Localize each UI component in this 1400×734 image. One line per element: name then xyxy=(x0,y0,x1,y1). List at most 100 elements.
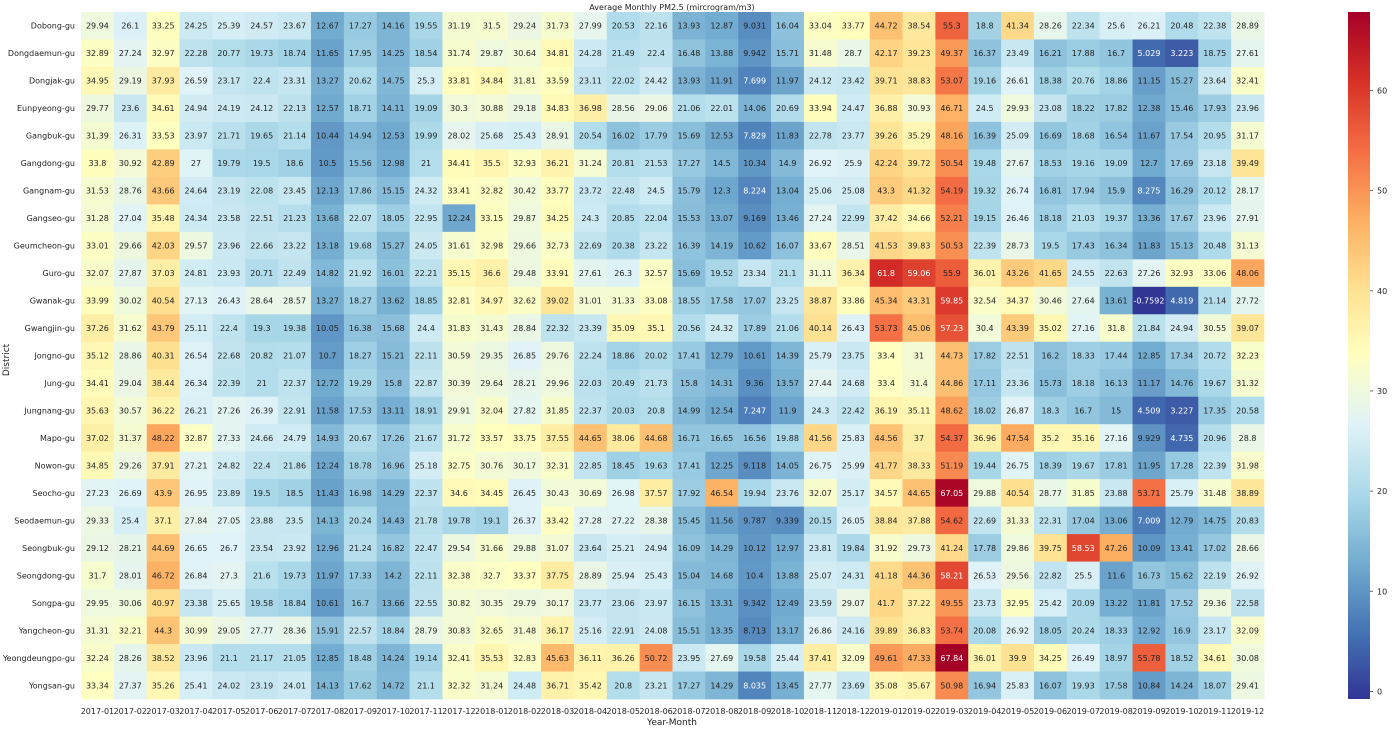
cell-value-label: 25.83 xyxy=(842,434,865,443)
heatmap-cell xyxy=(1066,589,1101,617)
heatmap-cell xyxy=(672,561,706,590)
heatmap-cell xyxy=(672,616,706,645)
heatmap-cell xyxy=(245,12,279,40)
heatmap-cell xyxy=(902,424,936,453)
cell-value-label: 22.39 xyxy=(217,379,240,388)
cell-value-label: 32.75 xyxy=(447,461,470,470)
heatmap-cell xyxy=(508,671,542,700)
heatmap-cell xyxy=(508,39,542,68)
cell-value-label: 9.118 xyxy=(743,461,766,470)
cell-value-label: 37.03 xyxy=(152,269,175,278)
heatmap-cell xyxy=(672,259,706,288)
cell-value-label: 13.36 xyxy=(1138,214,1161,223)
cell-value-label: 12.85 xyxy=(316,654,339,663)
heatmap-cell xyxy=(935,12,969,40)
heatmap-cell xyxy=(508,534,542,562)
cell-value-label: 16.15 xyxy=(677,599,700,608)
heatmap-cell xyxy=(1165,644,1199,672)
cell-value-label: 34.61 xyxy=(1203,654,1226,663)
heatmap-cell xyxy=(1001,39,1035,68)
cell-value-label: 20.24 xyxy=(1072,626,1095,635)
heatmap-cell xyxy=(705,479,739,508)
cell-value-label: 35.08 xyxy=(875,681,898,690)
cell-value-label: 20.02 xyxy=(645,352,668,361)
colorbar-tick-label: 0 xyxy=(1377,687,1382,696)
heatmap-cell xyxy=(869,589,903,617)
heatmap-cell xyxy=(245,396,279,425)
heatmap-cell xyxy=(376,479,411,508)
heatmap-cell xyxy=(1033,259,1068,288)
cell-value-label: 22.38 xyxy=(1203,22,1226,31)
cell-value-label: 28.76 xyxy=(119,187,142,196)
heatmap-cell xyxy=(1198,644,1232,672)
cell-value-label: 38.06 xyxy=(612,434,635,443)
cell-value-label: 27.04 xyxy=(119,214,142,223)
cell-value-label: 22.48 xyxy=(612,187,635,196)
heatmap-cell xyxy=(1066,451,1101,480)
heatmap-cell xyxy=(836,176,871,205)
heatmap-cell xyxy=(113,66,148,95)
cell-value-label: 21.23 xyxy=(283,214,306,223)
heatmap-cell xyxy=(245,149,279,178)
heatmap-cell xyxy=(672,149,706,178)
heatmap-cell xyxy=(376,451,411,480)
cell-value-label: 29.19 xyxy=(119,77,142,86)
cell-value-label: 36.26 xyxy=(612,654,635,663)
heatmap-cell xyxy=(376,341,411,370)
cell-value-label: 19.67 xyxy=(1203,379,1226,388)
x-tick-labels: 2017-01 2017-02 2017-03 2017-04 2017-05 2017-… xyxy=(81,707,1265,716)
heatmap-cell xyxy=(1099,204,1133,233)
cell-value-label: 24.42 xyxy=(645,77,668,86)
heatmap-cell xyxy=(935,644,969,672)
cell-value-label: 44.56 xyxy=(875,434,898,443)
cell-value-label: 37.93 xyxy=(152,77,175,86)
colorbar-tick-label: 30 xyxy=(1377,387,1387,396)
cell-value-label: 13.06 xyxy=(1105,516,1128,525)
cell-value-label: 27.24 xyxy=(119,49,142,58)
cell-value-label: 19.73 xyxy=(250,49,273,58)
cell-value-label: 20.62 xyxy=(349,77,372,86)
heatmap-cell xyxy=(935,589,969,617)
cell-value-label: 24.05 xyxy=(415,242,438,251)
cell-value-label: 19.14 xyxy=(415,654,438,663)
cell-value-label: 44.72 xyxy=(875,22,898,31)
heatmap-cell xyxy=(606,259,641,288)
heatmap-cell xyxy=(1001,616,1035,645)
cell-value-label: 12.67 xyxy=(316,22,339,31)
cell-value-label: 44.86 xyxy=(940,379,963,388)
heatmap-cell xyxy=(376,369,411,398)
cell-value-label: 34.25 xyxy=(546,214,569,223)
heatmap-cell xyxy=(311,176,345,205)
cell-value-label: 35.67 xyxy=(908,681,931,690)
heatmap-cell xyxy=(113,39,148,68)
heatmap-cell xyxy=(442,204,476,233)
cell-value-label: 12.92 xyxy=(1138,626,1161,635)
cell-value-label: 21.49 xyxy=(612,49,635,58)
heatmap-cell xyxy=(311,39,345,68)
cell-value-label: 25.99 xyxy=(842,461,865,470)
cell-value-label: 22.07 xyxy=(349,214,372,223)
cell-value-label: 27.84 xyxy=(185,516,208,525)
heatmap-cell xyxy=(869,369,903,398)
heatmap-cell xyxy=(541,12,575,40)
cell-value-label: 14.13 xyxy=(316,516,339,525)
heatmap-cell xyxy=(508,589,542,617)
heatmap-cell xyxy=(146,616,180,645)
heatmap-cell xyxy=(902,644,936,672)
heatmap-cell xyxy=(475,314,509,343)
heatmap-cell xyxy=(409,369,443,398)
heatmap-cell xyxy=(672,341,706,370)
cell-value-label: 52.21 xyxy=(940,214,963,223)
heatmap-cell xyxy=(968,534,1002,562)
heatmap-cell xyxy=(1132,671,1166,700)
cell-value-label: 22.16 xyxy=(645,22,668,31)
heatmap-cell xyxy=(278,286,312,315)
heatmap-cell xyxy=(343,561,378,590)
heatmap-cell xyxy=(771,424,805,453)
cell-value-label: 22.24 xyxy=(579,352,602,361)
cell-value-label: 18.52 xyxy=(1170,654,1193,663)
heatmap-cell xyxy=(146,204,180,233)
cell-value-label: 39.07 xyxy=(1236,324,1259,333)
cell-value-label: 11.91 xyxy=(710,77,733,86)
